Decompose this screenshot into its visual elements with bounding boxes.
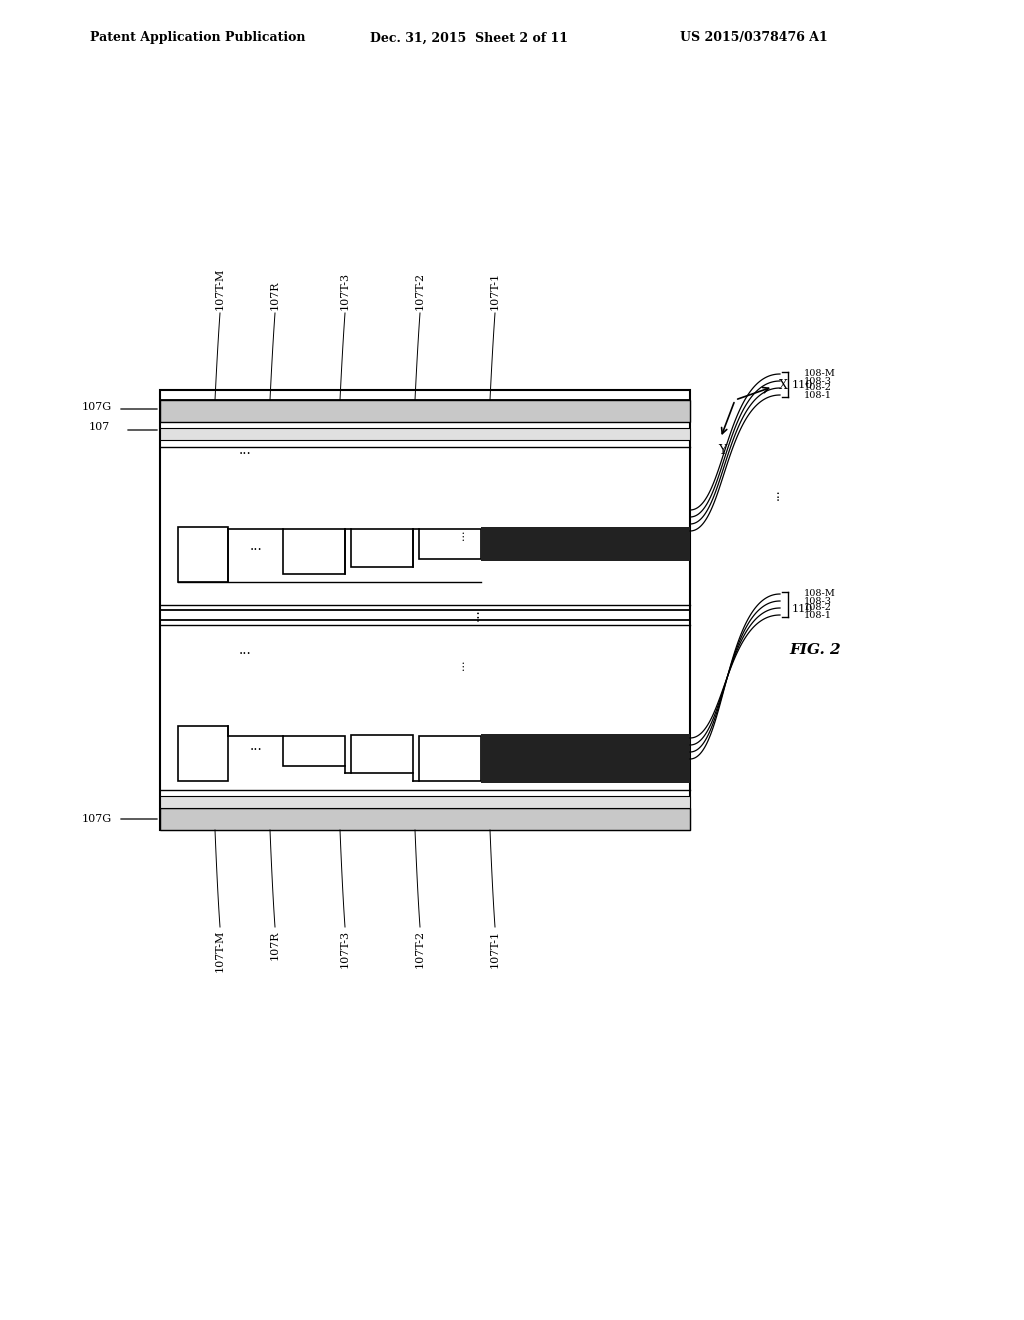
Text: 108-M: 108-M — [804, 370, 836, 379]
Text: ...: ... — [239, 444, 251, 457]
Text: 107G: 107G — [82, 403, 112, 412]
Text: 108-3: 108-3 — [804, 376, 831, 385]
Text: Patent Application Publication: Patent Application Publication — [90, 32, 305, 45]
Bar — [178, 527, 228, 582]
Bar — [283, 737, 345, 766]
Text: 107T-M: 107T-M — [215, 931, 225, 973]
Text: US 2015/0378476 A1: US 2015/0378476 A1 — [680, 32, 827, 45]
Text: ...: ... — [250, 738, 262, 752]
Text: ...: ... — [250, 540, 262, 553]
Text: ...: ... — [768, 488, 781, 500]
Bar — [160, 796, 690, 808]
Bar — [160, 428, 690, 440]
Text: 107T-M: 107T-M — [215, 268, 225, 310]
Text: 107T-1: 107T-1 — [490, 931, 500, 968]
Text: 108-2: 108-2 — [804, 603, 831, 612]
Bar — [160, 389, 690, 830]
Text: 110: 110 — [792, 605, 813, 615]
Bar — [419, 737, 481, 781]
Text: ...: ... — [468, 609, 482, 622]
Bar — [160, 620, 690, 830]
Text: 107: 107 — [89, 422, 110, 432]
Bar — [178, 726, 228, 781]
Text: 107G: 107G — [82, 814, 112, 824]
Text: ...: ... — [456, 529, 466, 540]
Text: 107T-2: 107T-2 — [415, 931, 425, 968]
Bar — [481, 734, 690, 783]
Bar — [160, 400, 690, 610]
Text: 107T-2: 107T-2 — [415, 272, 425, 310]
Text: 107T-3: 107T-3 — [340, 931, 350, 968]
Text: X: X — [779, 379, 787, 392]
Bar — [481, 527, 690, 561]
Text: 108-2: 108-2 — [804, 384, 831, 392]
Text: ...: ... — [239, 643, 251, 657]
Text: Y: Y — [718, 444, 726, 457]
Text: 107T-3: 107T-3 — [340, 272, 350, 310]
Text: 107R: 107R — [270, 281, 280, 310]
Text: 108-1: 108-1 — [804, 610, 831, 619]
Text: 107T-1: 107T-1 — [490, 272, 500, 310]
Text: 108-3: 108-3 — [804, 597, 831, 606]
Text: Dec. 31, 2015  Sheet 2 of 11: Dec. 31, 2015 Sheet 2 of 11 — [370, 32, 568, 45]
Bar — [160, 400, 690, 422]
Bar — [283, 529, 345, 574]
Text: 108-M: 108-M — [804, 590, 836, 598]
Bar — [419, 529, 481, 558]
Text: ...: ... — [456, 660, 466, 671]
Text: 110: 110 — [792, 380, 813, 389]
Bar — [351, 735, 413, 774]
Text: FIG. 2: FIG. 2 — [790, 643, 841, 657]
Text: 107R: 107R — [270, 931, 280, 960]
Bar — [351, 529, 413, 568]
Bar — [160, 808, 690, 830]
Text: 108-1: 108-1 — [804, 391, 831, 400]
